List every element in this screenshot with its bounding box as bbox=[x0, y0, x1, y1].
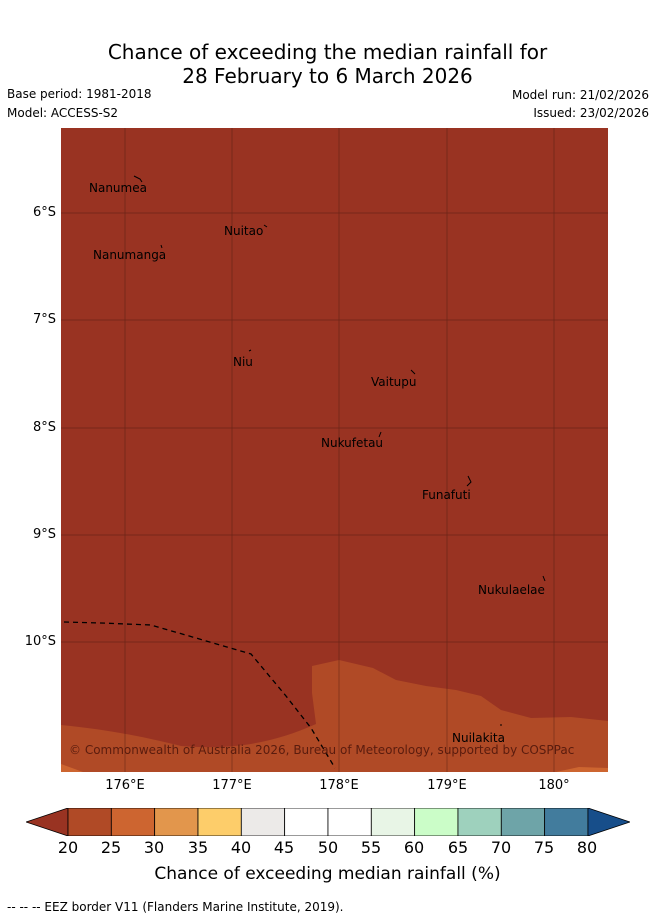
colorbar-tick: 45 bbox=[273, 838, 295, 857]
title-line-1: Chance of exceeding the median rainfall … bbox=[107, 40, 548, 64]
colorbar-tick: 70 bbox=[490, 838, 512, 857]
issued-date: Issued: 23/02/2026 bbox=[533, 106, 649, 120]
island-label-nanumea: Nanumea bbox=[89, 181, 147, 195]
lon-label-180: 180° bbox=[538, 778, 570, 793]
colorbar-segment bbox=[457, 808, 502, 836]
colorbar-segment bbox=[110, 808, 156, 836]
lat-label-10s: 10°S bbox=[24, 634, 56, 649]
colorbar-label: Chance of exceeding median rainfall (%) bbox=[154, 864, 501, 884]
island-label-nukufetau: Nukufetau bbox=[321, 436, 384, 450]
island-shapes bbox=[133, 175, 546, 726]
colorbar-segment bbox=[327, 808, 372, 836]
colorbar-tick: 35 bbox=[187, 838, 209, 857]
colorbar-tick: 75 bbox=[533, 838, 555, 857]
island-label-nuilakita: Nuilakita bbox=[452, 731, 505, 745]
chart-title: Chance of exceeding the median rainfall … bbox=[0, 40, 655, 88]
lon-label-178e: 178°E bbox=[319, 778, 359, 793]
colorbar-segment bbox=[154, 808, 199, 836]
lat-label-8s: 8°S bbox=[32, 420, 56, 435]
lat-label-9s: 9°S bbox=[32, 527, 56, 542]
island-label-vaitupu: Vaitupu bbox=[371, 375, 417, 389]
colorbar-tick: 40 bbox=[230, 838, 252, 857]
title-line-2: 28 February to 6 March 2026 bbox=[182, 64, 473, 88]
model-name: Model: ACCESS-S2 bbox=[7, 106, 119, 120]
island-label-nanumanga: Nanumanga bbox=[93, 248, 167, 262]
colorbar-tick: 25 bbox=[100, 838, 122, 857]
eez-border bbox=[63, 621, 336, 769]
colorbar-extend-high bbox=[587, 808, 630, 836]
lon-label-179e: 179°E bbox=[427, 778, 467, 793]
colorbar-tick: 55 bbox=[360, 838, 382, 857]
colorbar-segment bbox=[240, 808, 286, 836]
colorbar-segment bbox=[284, 808, 329, 836]
colorbar-tick: 50 bbox=[317, 838, 339, 857]
island-label-funafuti: Funafuti bbox=[422, 488, 471, 502]
colorbar-segment bbox=[414, 808, 459, 836]
colorbar-extend-low bbox=[26, 808, 69, 836]
island-label-nukulaelae: Nukulaelae bbox=[478, 583, 545, 597]
lon-label-177e: 177°E bbox=[212, 778, 252, 793]
colorbar-segment bbox=[197, 808, 242, 836]
island-label-niu: Niu bbox=[233, 355, 253, 369]
colorbar-tick: 30 bbox=[143, 838, 165, 857]
lat-label-6s: 6°S bbox=[32, 205, 56, 220]
colorbar-tick: 65 bbox=[447, 838, 469, 857]
model-run: Model run: 21/02/2026 bbox=[511, 88, 649, 102]
colorbar-tick: 60 bbox=[403, 838, 425, 857]
base-period: Base period: 1981-2018 bbox=[7, 87, 152, 101]
colorbar-segment bbox=[67, 808, 112, 836]
colorbar-segment bbox=[544, 808, 589, 836]
island-label-nuitao: Nuitao bbox=[224, 224, 264, 238]
colorbar-tick: 80 bbox=[576, 838, 598, 857]
colorbar-tick: 20 bbox=[57, 838, 79, 857]
colorbar bbox=[26, 808, 630, 836]
contour-25-30-region bbox=[61, 660, 608, 772]
colorbar-segment bbox=[500, 808, 546, 836]
colorbar-segment bbox=[370, 808, 416, 836]
eez-footnote: -- -- -- EEZ border V11 (Flanders Marine… bbox=[7, 900, 344, 914]
copyright-notice: © Commonwealth of Australia 2026, Bureau… bbox=[69, 743, 575, 757]
graticule bbox=[61, 128, 608, 772]
lat-label-7s: 7°S bbox=[32, 312, 56, 327]
rainfall-map bbox=[61, 128, 608, 772]
lon-label-176e: 176°E bbox=[105, 778, 145, 793]
